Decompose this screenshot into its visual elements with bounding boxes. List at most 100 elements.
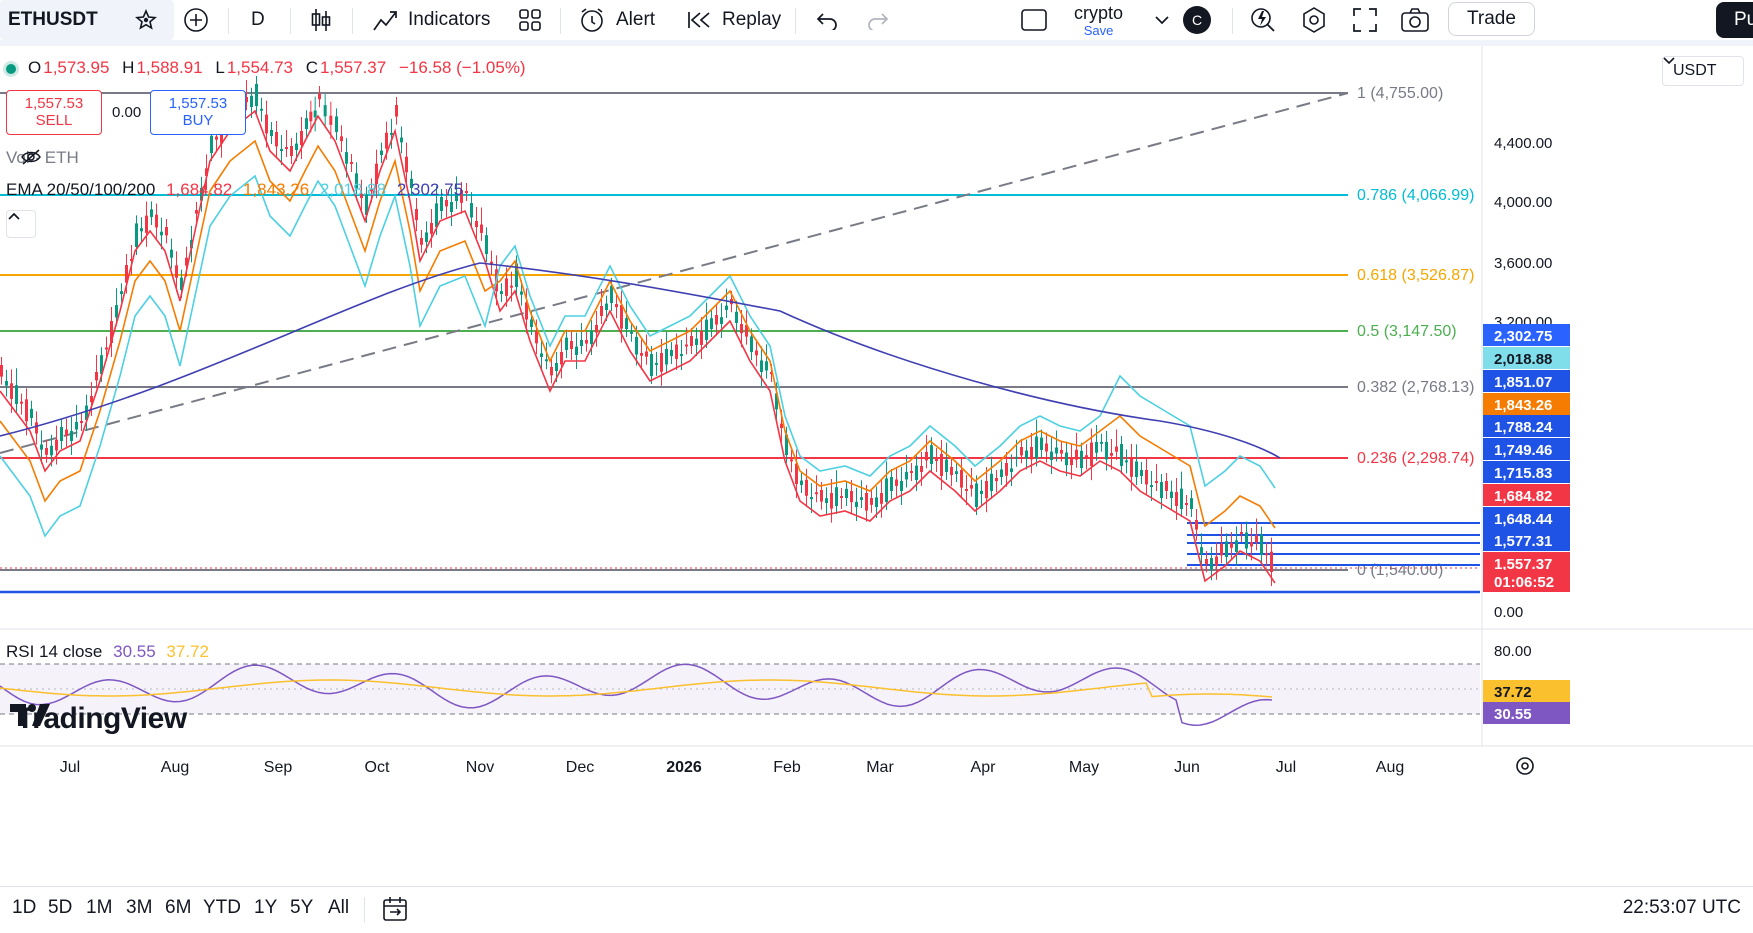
candle-body — [1055, 447, 1058, 454]
layout-name-button[interactable]: crypto Save — [1074, 0, 1123, 40]
candle-body — [1135, 461, 1138, 477]
ema-20-line — [0, 109, 1276, 584]
candle-body — [150, 209, 153, 217]
candle-body — [860, 497, 863, 500]
alert-button[interactable]: Alert — [578, 0, 655, 40]
sell-button[interactable]: 1,557.53 SELL — [6, 90, 102, 135]
candle-body — [855, 501, 858, 507]
buy-label: BUY — [182, 112, 214, 129]
sell-label: SELL — [35, 112, 73, 129]
candle-body — [85, 405, 88, 420]
price-badge — [1483, 415, 1570, 437]
hide-eye-icon[interactable] — [20, 148, 42, 166]
range-button-1m[interactable]: 1M — [86, 897, 113, 918]
candle-body — [185, 257, 188, 266]
utc-clock[interactable]: 22:53:07 UTC — [1622, 897, 1741, 918]
replay-button[interactable]: Replay — [686, 0, 781, 40]
candle-body — [935, 459, 938, 461]
candle-body — [335, 116, 338, 132]
range-button-6m[interactable]: 6M — [165, 897, 192, 918]
time-axis-label: Mar — [866, 759, 894, 776]
candle-body — [360, 193, 363, 199]
candle-body — [445, 200, 448, 207]
candle-body — [900, 481, 903, 491]
candle-body — [630, 331, 633, 334]
buy-button[interactable]: 1,557.53 BUY — [150, 90, 246, 135]
fib-level-label: 0.618 (3,526.87) — [1357, 267, 1474, 284]
candle-body — [318, 94, 321, 100]
candle-body — [280, 149, 283, 151]
star-icon[interactable] — [134, 0, 158, 40]
range-button-3m[interactable]: 3M — [126, 897, 153, 918]
price-badge — [1483, 370, 1570, 392]
candle-body — [975, 483, 978, 507]
currency-label: USDT — [1673, 62, 1717, 79]
redo-icon[interactable] — [866, 0, 890, 40]
indicators-label: Indicators — [408, 9, 491, 30]
candle-body — [80, 421, 83, 423]
close-label: C — [305, 58, 319, 77]
chevron-down-icon[interactable] — [1154, 0, 1170, 40]
candle-body — [1105, 441, 1108, 460]
candle-body — [870, 498, 873, 505]
candle-body — [825, 498, 828, 503]
trade-button[interactable]: Trade — [1448, 2, 1535, 36]
chart-area[interactable]: 1 (4,755.00) 0.786 (4,066.99) 0.618 (3,526… — [0, 46, 1753, 886]
currency-selector[interactable]: USDT — [1662, 56, 1744, 86]
collapse-legend-button[interactable] — [6, 210, 36, 238]
range-button-1d[interactable]: 1D — [12, 897, 37, 918]
candle-body — [35, 422, 38, 434]
goto-date-icon[interactable] — [382, 896, 408, 927]
range-button-all[interactable]: All — [328, 897, 350, 918]
candle-body — [245, 97, 248, 103]
candle-body — [1020, 447, 1023, 456]
range-button-5d[interactable]: 5D — [48, 897, 73, 918]
settings-icon[interactable] — [1300, 0, 1328, 40]
candle-body — [945, 459, 948, 472]
interval-button[interactable]: D — [251, 0, 265, 40]
candle-body — [530, 319, 533, 327]
price-badge-label: 1,715.83 — [1494, 465, 1552, 482]
candle-body — [1230, 543, 1233, 548]
rsi-ma-value: 37.72 — [166, 642, 209, 661]
chart-settings-icon[interactable] — [1521, 762, 1529, 770]
publish-button[interactable]: Pu — [1716, 2, 1753, 38]
price-badge — [1483, 438, 1570, 460]
candle-body — [1080, 450, 1083, 468]
fullscreen-icon[interactable] — [1352, 0, 1378, 40]
add-compare-icon[interactable] — [183, 0, 209, 40]
chart-settings-icon[interactable] — [1516, 757, 1534, 775]
candle-body — [160, 231, 163, 236]
undo-icon[interactable] — [815, 0, 839, 40]
candle-body — [780, 423, 783, 429]
single-layout-icon[interactable] — [1020, 0, 1048, 40]
range-button-5y[interactable]: 5Y — [290, 897, 314, 918]
candle-body — [65, 429, 68, 436]
candle-body — [510, 285, 513, 288]
account-button[interactable]: C — [1183, 0, 1211, 40]
camera-icon[interactable] — [1400, 0, 1430, 40]
candle-body — [1270, 551, 1273, 573]
candle-body — [820, 490, 823, 502]
indicators-button[interactable]: Indicators — [372, 0, 490, 40]
candle-body — [1090, 442, 1093, 467]
range-button-1y[interactable]: 1Y — [254, 897, 278, 918]
candle-body — [675, 344, 678, 359]
candles-icon[interactable] — [310, 0, 332, 40]
price-badge-label: 1,577.31 — [1494, 533, 1552, 550]
candle-body — [380, 150, 383, 155]
quick-search-icon[interactable] — [1249, 0, 1277, 40]
fib-level-label: 1 (4,755.00) — [1357, 85, 1443, 102]
candle-body — [300, 131, 303, 145]
candle-body — [1050, 451, 1053, 460]
range-button-ytd[interactable]: YTD — [203, 897, 241, 918]
candle-body — [1100, 441, 1103, 444]
price-chart-canvas[interactable]: 1 (4,755.00) 0.786 (4,066.99) 0.618 (3,526… — [0, 46, 1753, 886]
buy-price: 1,557.53 — [168, 95, 228, 112]
alert-label: Alert — [616, 9, 656, 30]
layouts-icon[interactable] — [518, 0, 542, 40]
candle-body — [660, 353, 663, 372]
candle-body — [1190, 498, 1193, 509]
candle-body — [1175, 492, 1178, 506]
candle-body — [115, 305, 118, 318]
